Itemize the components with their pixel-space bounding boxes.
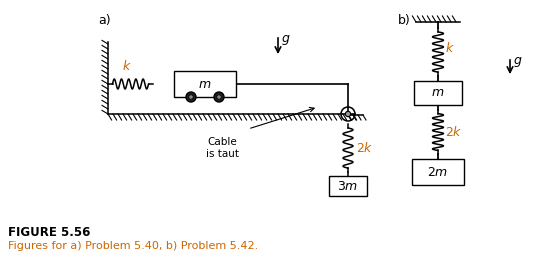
Circle shape <box>214 92 224 102</box>
Text: $k$: $k$ <box>445 41 455 55</box>
Text: $2m$: $2m$ <box>427 165 449 178</box>
Text: $m$: $m$ <box>198 78 211 91</box>
Text: a): a) <box>98 14 110 27</box>
Circle shape <box>189 95 193 99</box>
Circle shape <box>346 111 351 117</box>
Circle shape <box>217 95 221 99</box>
Text: $k$: $k$ <box>122 59 132 73</box>
Text: $m$: $m$ <box>431 86 445 99</box>
Circle shape <box>186 92 196 102</box>
Text: Cable
is taut: Cable is taut <box>205 137 238 159</box>
Text: $g$: $g$ <box>513 55 522 69</box>
Bar <box>329 176 367 196</box>
Bar <box>412 159 464 185</box>
Text: $2k$: $2k$ <box>356 141 374 155</box>
Text: b): b) <box>398 14 411 27</box>
Text: $g$: $g$ <box>281 33 290 47</box>
Text: FIGURE 5.56: FIGURE 5.56 <box>8 226 91 239</box>
Text: $3m$: $3m$ <box>337 179 358 193</box>
Bar <box>174 71 236 97</box>
Text: Figures for a) Problem 5.40, b) Problem 5.42.: Figures for a) Problem 5.40, b) Problem … <box>8 241 258 251</box>
Text: $2k$: $2k$ <box>445 125 463 139</box>
Bar <box>414 81 462 105</box>
